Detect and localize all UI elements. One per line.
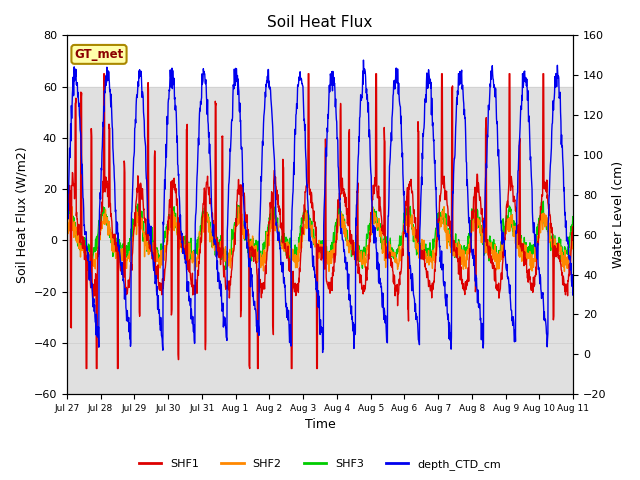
- X-axis label: Time: Time: [305, 419, 335, 432]
- Text: GT_met: GT_met: [74, 48, 124, 61]
- Y-axis label: Soil Heat Flux (W/m2): Soil Heat Flux (W/m2): [15, 146, 28, 283]
- Legend: SHF1, SHF2, SHF3, depth_CTD_cm: SHF1, SHF2, SHF3, depth_CTD_cm: [135, 455, 505, 474]
- Title: Soil Heat Flux: Soil Heat Flux: [268, 15, 372, 30]
- Bar: [67, 86, 573, 394]
- Y-axis label: Water Level (cm): Water Level (cm): [612, 161, 625, 268]
